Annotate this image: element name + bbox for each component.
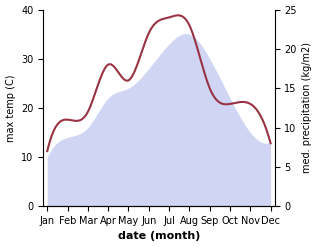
Y-axis label: max temp (C): max temp (C) — [5, 74, 16, 142]
Y-axis label: med. precipitation (kg/m2): med. precipitation (kg/m2) — [302, 42, 313, 173]
X-axis label: date (month): date (month) — [118, 231, 200, 242]
